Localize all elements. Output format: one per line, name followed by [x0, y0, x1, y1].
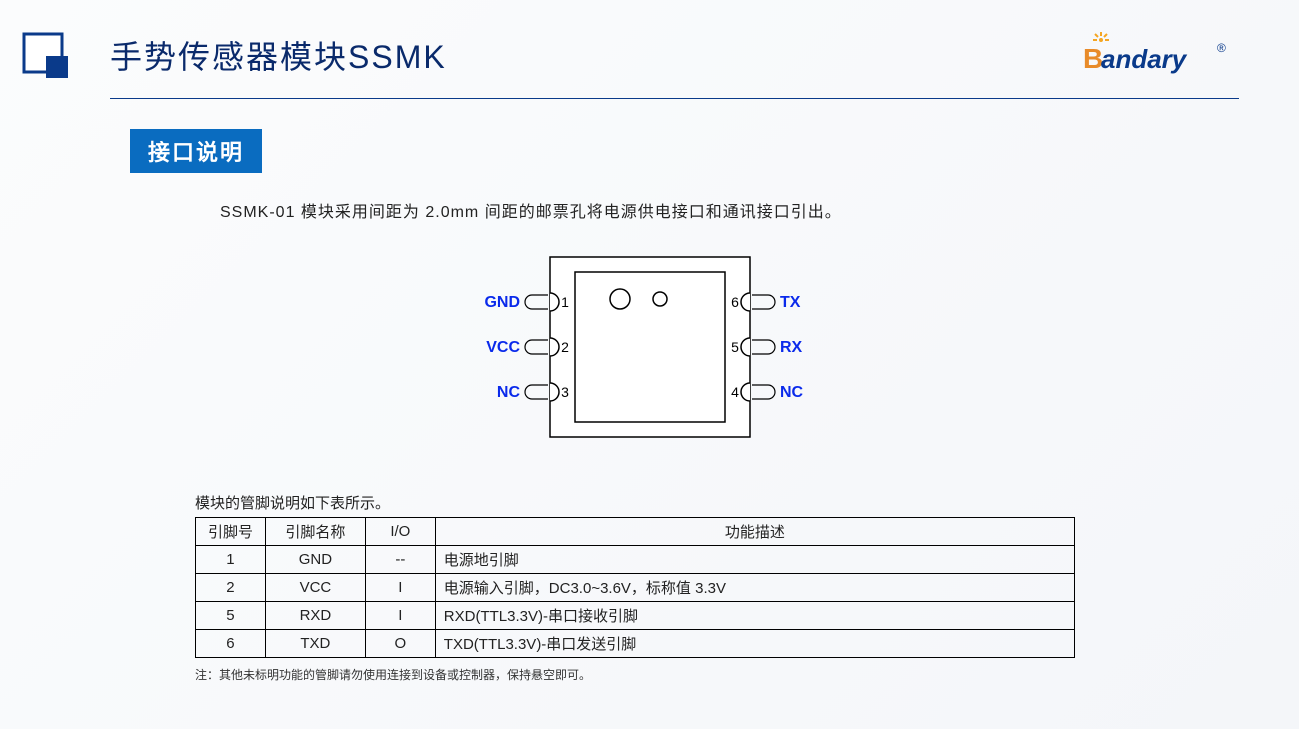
header: 手势传感器模块SSMK B andary ®: [0, 0, 1299, 90]
table-cell: TXD(TTL3.3V)-串口发送引脚: [435, 630, 1074, 658]
svg-text:NC: NC: [496, 384, 520, 401]
table-cell: TXD: [265, 630, 365, 658]
table-cell: --: [365, 546, 435, 574]
table-header: I/O: [365, 518, 435, 546]
table-cell: 1: [196, 546, 266, 574]
table-header: 引脚名称: [265, 518, 365, 546]
table-row: 2VCCI电源输入引脚，DC3.0~3.6V，标称值 3.3V: [196, 574, 1075, 602]
table-cell: O: [365, 630, 435, 658]
table-cell: 电源地引脚: [435, 546, 1074, 574]
pin-table: 引脚号引脚名称I/O功能描述 1GND--电源地引脚2VCCI电源输入引脚，DC…: [195, 517, 1075, 658]
table-cell: I: [365, 574, 435, 602]
svg-text:4: 4: [731, 384, 739, 400]
pin-diagram: 1 GND 2 VCC 3 NC 6 TX 5 RX 4 NC: [420, 247, 880, 447]
svg-text:GND: GND: [484, 294, 520, 311]
table-row: 1GND--电源地引脚: [196, 546, 1075, 574]
table-row: 5RXDIRXD(TTL3.3V)-串口接收引脚: [196, 602, 1075, 630]
svg-text:5: 5: [731, 339, 739, 355]
description: SSMK-01 模块采用间距为 2.0mm 间距的邮票孔将电源供电接口和通讯接口…: [220, 198, 1299, 222]
table-header: 功能描述: [435, 518, 1074, 546]
title-divider: [110, 98, 1239, 99]
table-cell: 电源输入引脚，DC3.0~3.6V，标称值 3.3V: [435, 574, 1074, 602]
svg-text:RX: RX: [780, 339, 803, 356]
svg-text:NC: NC: [780, 384, 804, 401]
table-row: 6TXDOTXD(TTL3.3V)-串口发送引脚: [196, 630, 1075, 658]
svg-text:andary: andary: [1101, 44, 1188, 74]
page-title: 手势传感器模块SSMK: [110, 32, 447, 78]
table-cell: I: [365, 602, 435, 630]
section-title: 接口说明: [130, 129, 262, 173]
table-cell: VCC: [265, 574, 365, 602]
table-note: 注：其他未标明功能的管脚请勿使用连接到设备或控制器，保持悬空即可。: [195, 666, 1299, 683]
table-cell: RXD(TTL3.3V)-串口接收引脚: [435, 602, 1074, 630]
svg-text:®: ®: [1217, 41, 1226, 55]
svg-text:2: 2: [561, 339, 569, 355]
table-cell: RXD: [265, 602, 365, 630]
brand-logo: B andary ®: [1079, 30, 1239, 85]
table-caption: 模块的管脚说明如下表所示。: [195, 492, 1299, 513]
svg-text:1: 1: [561, 294, 569, 310]
table-cell: 5: [196, 602, 266, 630]
logo: [20, 30, 70, 80]
table-cell: 6: [196, 630, 266, 658]
table-header: 引脚号: [196, 518, 266, 546]
table-cell: 2: [196, 574, 266, 602]
svg-text:3: 3: [561, 384, 569, 400]
svg-text:VCC: VCC: [486, 339, 520, 356]
svg-text:6: 6: [731, 294, 739, 310]
table-cell: GND: [265, 546, 365, 574]
svg-text:TX: TX: [780, 294, 801, 311]
